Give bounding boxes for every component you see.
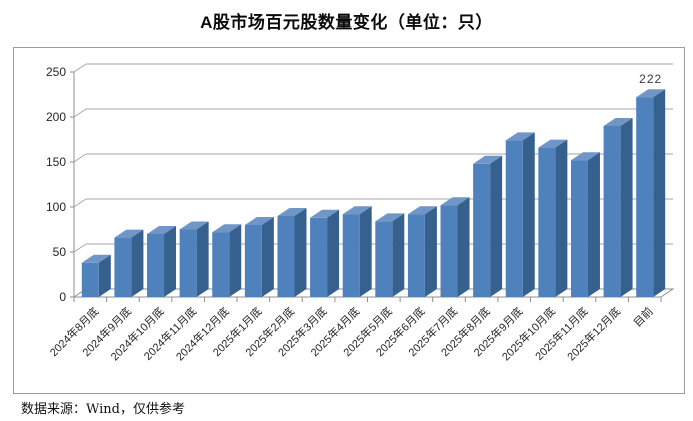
y-axis-label: 150 [46, 155, 66, 169]
bar [505, 132, 535, 297]
bar-top-face [147, 226, 177, 234]
gridline-depth-jog [73, 153, 87, 163]
bar-top-face [636, 89, 666, 98]
bar-front-face [310, 217, 328, 297]
bar-side-face [457, 197, 470, 297]
bar-top-face [244, 217, 274, 225]
bar-top-face [342, 206, 372, 215]
bar-side-face [327, 209, 340, 297]
bar [179, 221, 209, 297]
x-axis-ticks [73, 297, 662, 302]
bar [407, 206, 437, 297]
bar-side-face [261, 217, 274, 297]
bar-top-face [440, 197, 470, 206]
bars [81, 89, 666, 297]
gridline-depth-jog [73, 63, 87, 73]
bar-top-face [603, 118, 633, 126]
bar-top-face [570, 152, 600, 161]
bar [636, 89, 666, 297]
bar [375, 213, 405, 297]
bar [277, 208, 307, 297]
bar-front-face [212, 232, 230, 297]
bar-front-face [277, 216, 295, 297]
bar [147, 226, 177, 297]
bar-side-face [196, 221, 209, 297]
y-axis-label: 100 [46, 200, 66, 214]
bar [114, 229, 144, 297]
gridline-depth-jog [73, 243, 87, 253]
bar-front-face [603, 126, 621, 297]
bar-side-face [555, 139, 568, 297]
bar-top-face [179, 221, 209, 230]
bar-front-face [636, 97, 654, 297]
bar-side-face [294, 208, 307, 297]
bar-top-face [473, 155, 503, 164]
bar-front-face [147, 234, 165, 297]
bar-side-face [131, 229, 144, 297]
bar [538, 139, 568, 297]
chart-title: A股市场百元股数量变化（单位：只） [200, 13, 493, 32]
bar-top-face [212, 224, 242, 233]
bar-front-face [407, 214, 425, 297]
bar-top-face [114, 229, 144, 238]
bar [81, 254, 111, 297]
x-axis-label: 2025年12月底 [564, 304, 623, 363]
bar-front-face [342, 214, 360, 297]
gridline-depth-jog [73, 108, 87, 118]
bar-front-face [81, 262, 99, 297]
bar-side-face [229, 224, 242, 297]
data-source-note: 数据来源：Wind，仅供参考 [21, 402, 185, 417]
bar-side-face [653, 89, 666, 297]
bar [440, 197, 470, 297]
y-axis-label: 50 [53, 245, 67, 259]
x-axis-label: 目前 [630, 304, 655, 329]
bar-side-face [424, 206, 437, 297]
bar-top-face [375, 213, 405, 222]
bar [212, 224, 242, 297]
y-axis-label: 200 [46, 110, 66, 124]
x-axis-labels: 2024年8月底2024年9月底2024年10月底2024年11月底2024年1… [47, 304, 656, 363]
bar-front-face [179, 229, 197, 297]
bar-side-face [98, 254, 111, 297]
bar-top-face [310, 209, 340, 218]
bar-front-face [538, 147, 556, 297]
bar-side-face [490, 155, 503, 297]
bar [342, 206, 372, 297]
y-axis-label: 250 [46, 65, 66, 79]
bar-front-face [570, 160, 588, 297]
bar-side-face [359, 206, 372, 297]
y-axis-labels: 0 50 100 150 200 250 [46, 65, 66, 304]
bar-data-label: 222 [639, 72, 662, 86]
bar-side-face [620, 118, 633, 297]
bar-side-face [587, 152, 600, 297]
bar-front-face [114, 237, 132, 297]
bar-top-face [407, 206, 437, 215]
gridline-depth-jog [73, 198, 87, 208]
bar-front-face [244, 225, 262, 297]
bar-front-face [375, 221, 393, 297]
bar-top-face [81, 254, 111, 263]
bar [473, 155, 503, 297]
bar-side-face [522, 132, 535, 297]
bar-front-face [505, 140, 523, 297]
y-axis-label: 0 [59, 290, 66, 304]
bar-side-face [164, 226, 177, 297]
bar-side-face [392, 213, 405, 297]
column-chart-svg: 222 0 50 100 150 200 250 2024年8月底2024年9月底2024年1… [46, 63, 675, 363]
chart-frame: 222 0 50 100 150 200 250 2024年8月底 2024年9月底 2024年1… [13, 47, 685, 394]
bar [570, 152, 600, 297]
bar-front-face [473, 163, 491, 297]
bar [310, 209, 340, 297]
bar-top-face [505, 132, 535, 141]
bar [244, 217, 274, 297]
bar [603, 118, 633, 297]
bar-top-face [277, 208, 307, 216]
bar-top-face [538, 139, 568, 148]
bar-front-face [440, 205, 458, 297]
